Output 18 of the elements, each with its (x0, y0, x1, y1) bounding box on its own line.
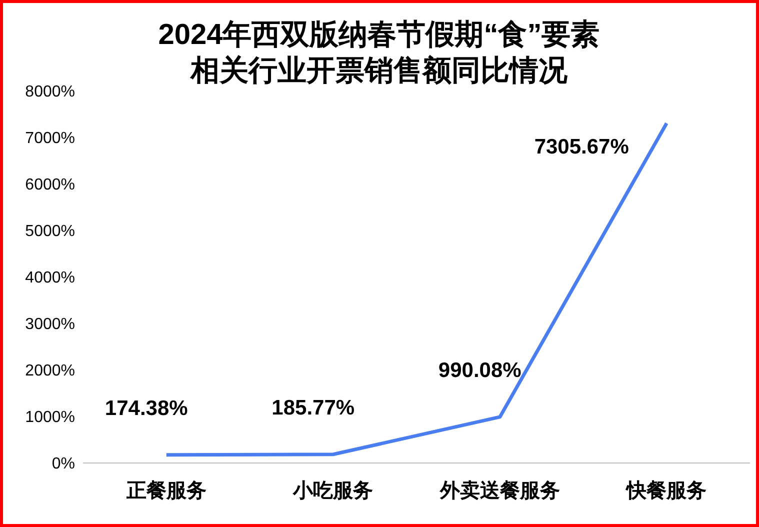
y-tick-label: 0% (52, 456, 75, 473)
y-tick-label: 6000% (25, 176, 75, 194)
y-tick-label: 8000% (25, 84, 75, 101)
x-tick-label: 小吃服务 (292, 480, 374, 502)
y-tick-label: 7000% (25, 130, 75, 148)
chart-title: 2024年西双版纳春节假期“食”要素相关行业开票销售额同比情况 (157, 18, 601, 89)
x-tick-label: 快餐服务 (624, 480, 707, 502)
x-tick-label: 外卖送餐服务 (438, 480, 560, 502)
x-tick-label: 正餐服务 (125, 480, 206, 502)
y-tick-label: 2000% (25, 362, 75, 380)
y-tick-label: 1000% (25, 409, 75, 426)
data-label: 174.38% (104, 396, 188, 420)
data-label: 185.77% (272, 396, 355, 420)
y-tick-label: 3000% (25, 316, 75, 334)
y-tick-label: 5000% (25, 223, 75, 240)
data-label: 7305.67% (534, 135, 630, 158)
data-label: 990.08% (438, 358, 522, 382)
y-tick-label: 4000% (25, 270, 75, 287)
